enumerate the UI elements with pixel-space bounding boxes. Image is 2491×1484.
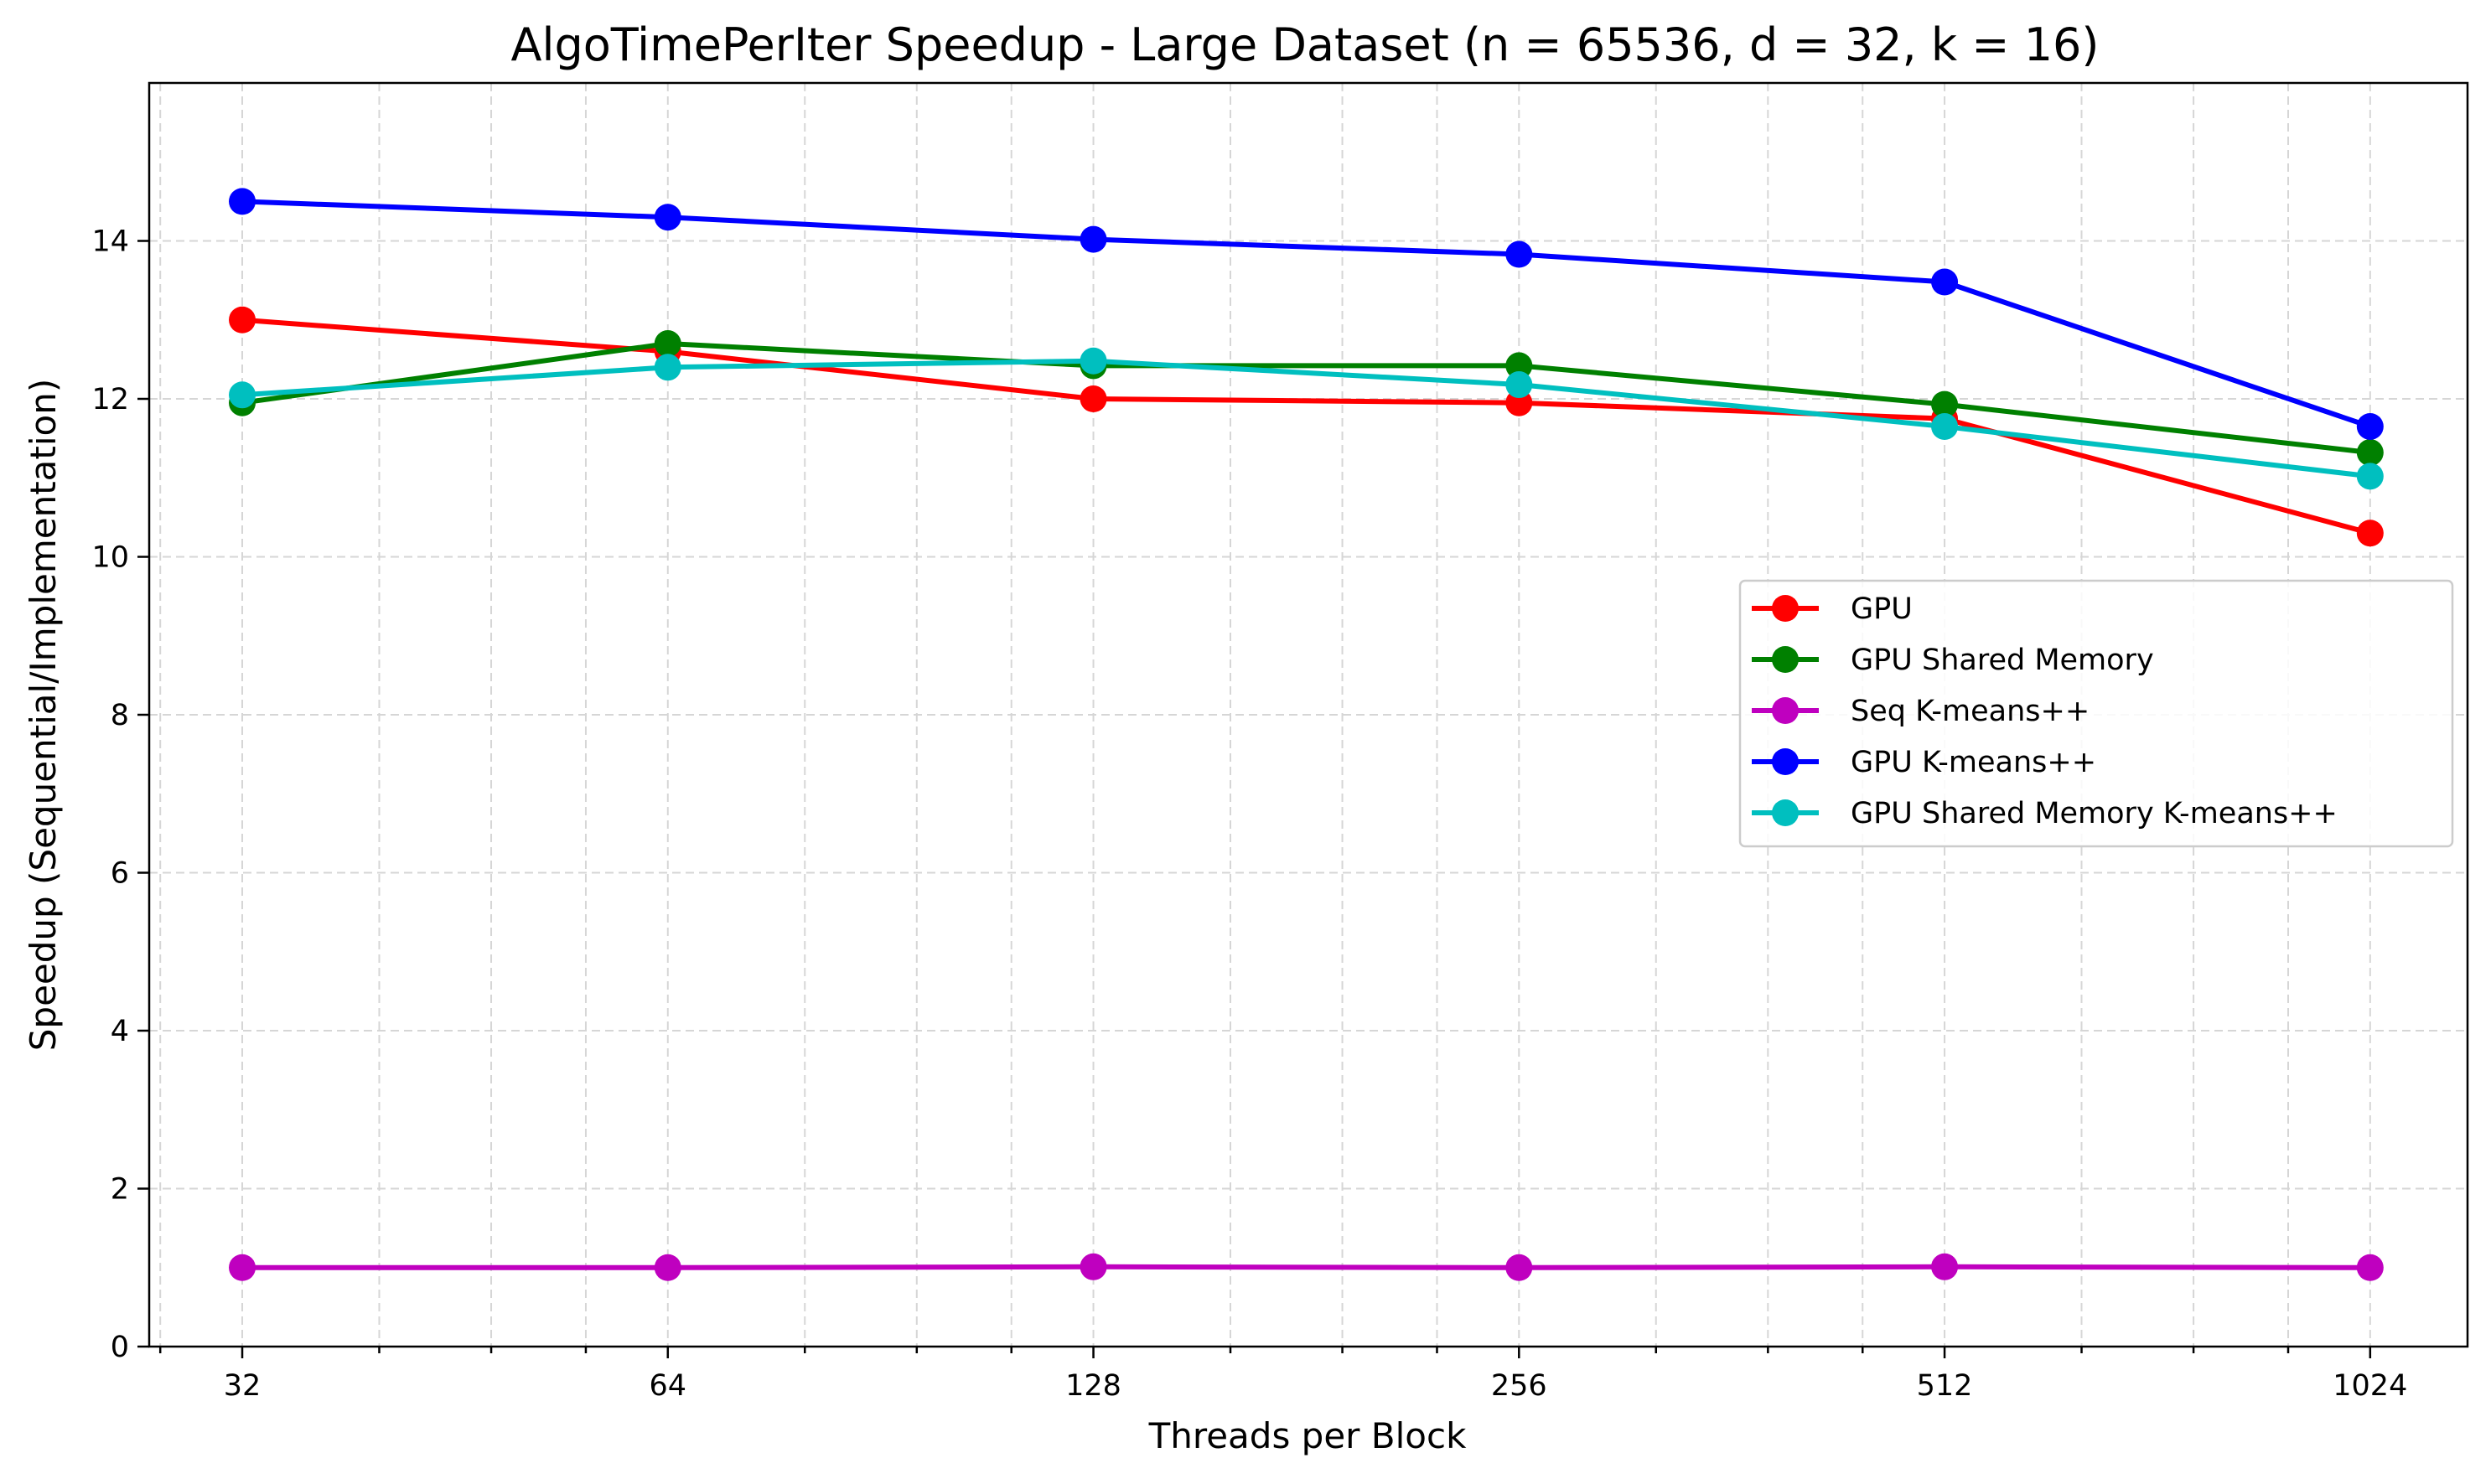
x-tick-label: 64 <box>650 1369 687 1403</box>
data-point-seq-k-means <box>2356 1254 2384 1281</box>
data-point-gpu <box>2356 520 2384 547</box>
legend-label: GPU Shared Memory K-means++ <box>1851 797 2338 830</box>
series-line-gpu-shared-memory-k-means <box>241 358 2371 479</box>
legend-marker <box>1772 799 1799 826</box>
data-point-gpu-shared-memory-k-means <box>2356 463 2384 490</box>
chart-title: AlgoTimePerIter Speedup - Large Dataset … <box>511 18 2100 71</box>
series-line-gpu-shared-memory <box>241 341 2371 456</box>
x-tick-label: 512 <box>1917 1369 1973 1403</box>
legend-marker <box>1772 646 1799 673</box>
data-point-gpu-shared-memory-k-means <box>1931 412 1959 440</box>
data-point-gpu-shared-memory <box>1931 390 1959 418</box>
data-point-gpu-shared-memory <box>654 330 681 358</box>
series-line-gpu <box>241 317 2371 536</box>
legend: GPU GPU Shared Memory Seq K-means++ GPU K-m… <box>1738 579 2454 848</box>
data-point-gpu <box>1080 385 1107 412</box>
data-point-gpu-k-means <box>1505 240 1533 268</box>
y-tick-label: 12 <box>91 383 129 416</box>
data-point-seq-k-means <box>1931 1253 1959 1280</box>
data-point-seq-k-means <box>1080 1253 1107 1280</box>
legend-marker <box>1772 697 1799 724</box>
series-points <box>229 188 2384 1281</box>
data-point-gpu-shared-memory-k-means <box>1080 347 1107 375</box>
data-point-gpu-shared-memory <box>1505 352 1533 380</box>
y-tick-label: 4 <box>111 1015 129 1048</box>
legend-marker <box>1772 748 1799 775</box>
data-point-seq-k-means <box>654 1254 681 1281</box>
x-tick-label: 128 <box>1065 1369 1121 1403</box>
x-tick-label: 256 <box>1491 1369 1547 1403</box>
series-lines <box>241 199 2371 1270</box>
data-point-gpu-k-means <box>2356 412 2384 440</box>
x-tick-label: 1024 <box>2333 1369 2407 1403</box>
y-tick-label: 6 <box>111 857 129 891</box>
data-point-gpu-shared-memory-k-means <box>654 354 681 381</box>
legend-label: GPU <box>1851 592 1913 626</box>
data-point-gpu-k-means <box>1931 268 1959 296</box>
data-point-gpu-k-means <box>1080 225 1107 253</box>
series-line-seq-k-means <box>242 1264 2370 1270</box>
x-tick-label: 32 <box>224 1369 262 1403</box>
series-line-gpu-k-means <box>241 199 2371 429</box>
axis-ticks: 32 64 128 256 512 1024 0 2 4 6 8 10 12 14 <box>91 225 2407 1404</box>
data-point-gpu-shared-memory <box>2356 439 2384 467</box>
legend-label: Seq K-means++ <box>1851 695 2090 728</box>
y-tick-label: 14 <box>91 225 129 259</box>
data-point-gpu <box>229 306 256 334</box>
legend-frame <box>1738 579 2454 848</box>
data-point-gpu-k-means <box>229 188 256 215</box>
legend-label: GPU Shared Memory <box>1851 644 2154 677</box>
data-point-gpu-shared-memory-k-means <box>229 381 256 409</box>
data-point-seq-k-means <box>1505 1254 1533 1281</box>
legend-marker <box>1772 595 1799 622</box>
x-axis-label: Threads per Block <box>1148 1415 1467 1456</box>
y-tick-label: 8 <box>111 699 129 732</box>
y-tick-label: 10 <box>91 541 129 575</box>
legend-label: GPU K-means++ <box>1851 746 2096 779</box>
y-axis-label: Speedup (Sequential/Implementation) <box>23 379 64 1052</box>
data-point-gpu-shared-memory-k-means <box>1505 371 1533 399</box>
y-tick-label: 2 <box>111 1173 129 1207</box>
y-tick-label: 0 <box>111 1331 129 1364</box>
data-point-gpu-k-means <box>654 204 681 231</box>
data-point-seq-k-means <box>229 1254 256 1281</box>
